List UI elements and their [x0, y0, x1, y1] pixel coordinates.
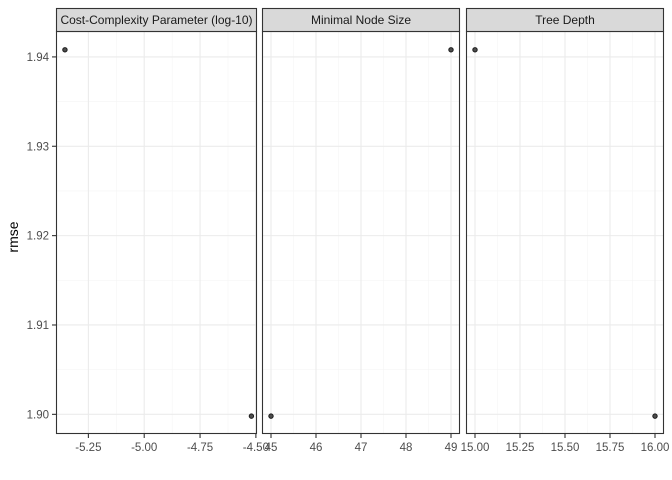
y-tick-label: 1.92 — [27, 231, 49, 243]
x-tick-label: 15.75 — [596, 442, 625, 454]
x-tick-label: 48 — [400, 442, 413, 454]
facet-panel-2: Minimal Node Size 45 46 47 48 49 — [261, 7, 461, 454]
data-point — [448, 47, 454, 53]
panel-background — [56, 31, 257, 434]
y-tick-label: 1.94 — [27, 52, 50, 64]
facet-strip — [55, 7, 258, 33]
y-tick-label: 1.90 — [27, 409, 49, 421]
facet-strip — [465, 7, 665, 33]
x-tick-label: -5.25 — [75, 442, 101, 454]
facet-panel-1: Cost-Complexity Parameter (log-10) -5.25 -… — [55, 7, 269, 454]
x-tick-label: -4.50 — [243, 442, 269, 454]
data-point — [268, 413, 274, 419]
x-tick-label: 15.00 — [461, 442, 490, 454]
x-tick-label: 46 — [310, 442, 323, 454]
x-tick-label: 49 — [445, 442, 458, 454]
x-tick-label: 45 — [265, 442, 278, 454]
x-tick-label: 15.50 — [551, 442, 580, 454]
facet-strip — [261, 7, 461, 33]
facet-panel-3: Tree Depth 15.00 15.25 15.50 15.75 16.00 — [461, 7, 670, 454]
data-point — [472, 47, 478, 53]
facet-strip-label: Cost-Complexity Parameter (log-10) — [60, 13, 252, 27]
x-tick-label: -5.00 — [131, 442, 157, 454]
x-tick-label: -4.75 — [187, 442, 213, 454]
y-tick-label: 1.91 — [27, 320, 49, 332]
facet-strip-label: Tree Depth — [535, 13, 595, 27]
x-tick-label: 47 — [355, 442, 368, 454]
x-tick-label: 16.00 — [641, 442, 670, 454]
y-tick-label: 1.93 — [27, 141, 49, 153]
y-axis-title: rmse — [5, 221, 21, 252]
data-point — [652, 413, 658, 419]
x-tick-label: 15.25 — [506, 442, 535, 454]
data-point — [62, 47, 68, 53]
data-point — [248, 413, 255, 419]
facet-strip-label: Minimal Node Size — [311, 13, 411, 27]
